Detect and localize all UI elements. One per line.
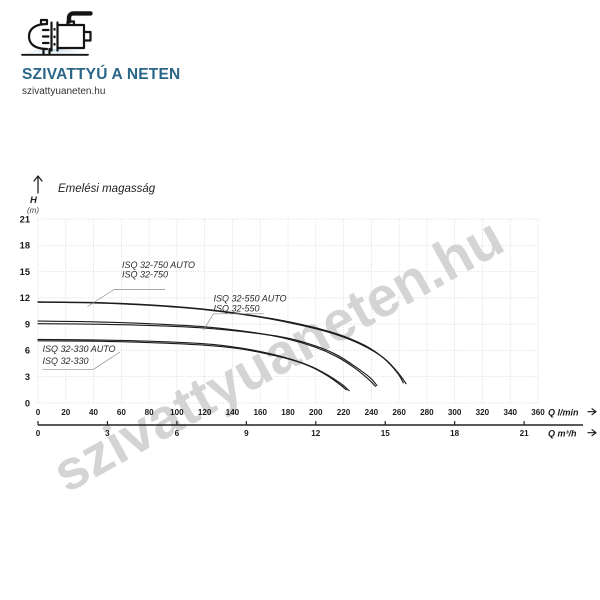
svg-text:18: 18: [20, 241, 30, 251]
svg-text:9: 9: [25, 319, 30, 329]
svg-text:12: 12: [20, 293, 30, 303]
svg-text:Q l/min: Q l/min: [548, 407, 579, 417]
svg-text:280: 280: [420, 408, 434, 417]
svg-text:ISQ 32-330 AUTO: ISQ 32-330 AUTO: [43, 344, 116, 354]
svg-text:260: 260: [392, 408, 406, 417]
svg-text:H: H: [30, 195, 38, 206]
svg-text:21: 21: [20, 214, 30, 224]
svg-text:Emelési magasság: Emelési magasság: [58, 183, 156, 195]
svg-text:Q m³/h: Q m³/h: [548, 428, 577, 438]
svg-text:15: 15: [20, 267, 30, 277]
svg-text:160: 160: [253, 408, 267, 417]
svg-text:360: 360: [531, 408, 545, 417]
svg-text:80: 80: [145, 408, 155, 417]
svg-text:320: 320: [476, 408, 490, 417]
svg-text:6: 6: [25, 346, 30, 356]
svg-text:ISQ 32-750: ISQ 32-750: [122, 269, 168, 279]
svg-text:20: 20: [61, 408, 71, 417]
svg-text:0: 0: [25, 398, 30, 408]
svg-text:180: 180: [281, 408, 295, 417]
svg-text:60: 60: [117, 408, 127, 417]
svg-text:120: 120: [198, 408, 212, 417]
svg-text:9: 9: [244, 429, 249, 438]
svg-text:100: 100: [170, 408, 184, 417]
svg-text:ISQ 32-550: ISQ 32-550: [214, 303, 260, 313]
svg-text:40: 40: [89, 408, 99, 417]
svg-text:ISQ 32-550 AUTO: ISQ 32-550 AUTO: [214, 293, 287, 303]
svg-text:15: 15: [381, 429, 391, 438]
svg-text:300: 300: [448, 408, 462, 417]
svg-text:(m): (m): [27, 206, 39, 215]
svg-text:12: 12: [311, 429, 321, 438]
svg-text:140: 140: [226, 408, 240, 417]
svg-text:21: 21: [520, 429, 530, 438]
svg-text:240: 240: [365, 408, 379, 417]
svg-text:3: 3: [25, 372, 30, 382]
svg-text:0: 0: [36, 429, 41, 438]
svg-text:3: 3: [105, 429, 110, 438]
svg-text:ISQ 32-330: ISQ 32-330: [43, 356, 89, 366]
svg-text:6: 6: [175, 429, 180, 438]
svg-text:200: 200: [309, 408, 323, 417]
svg-text:18: 18: [450, 429, 460, 438]
svg-text:0: 0: [36, 408, 41, 417]
svg-text:220: 220: [337, 408, 351, 417]
svg-text:340: 340: [503, 408, 517, 417]
